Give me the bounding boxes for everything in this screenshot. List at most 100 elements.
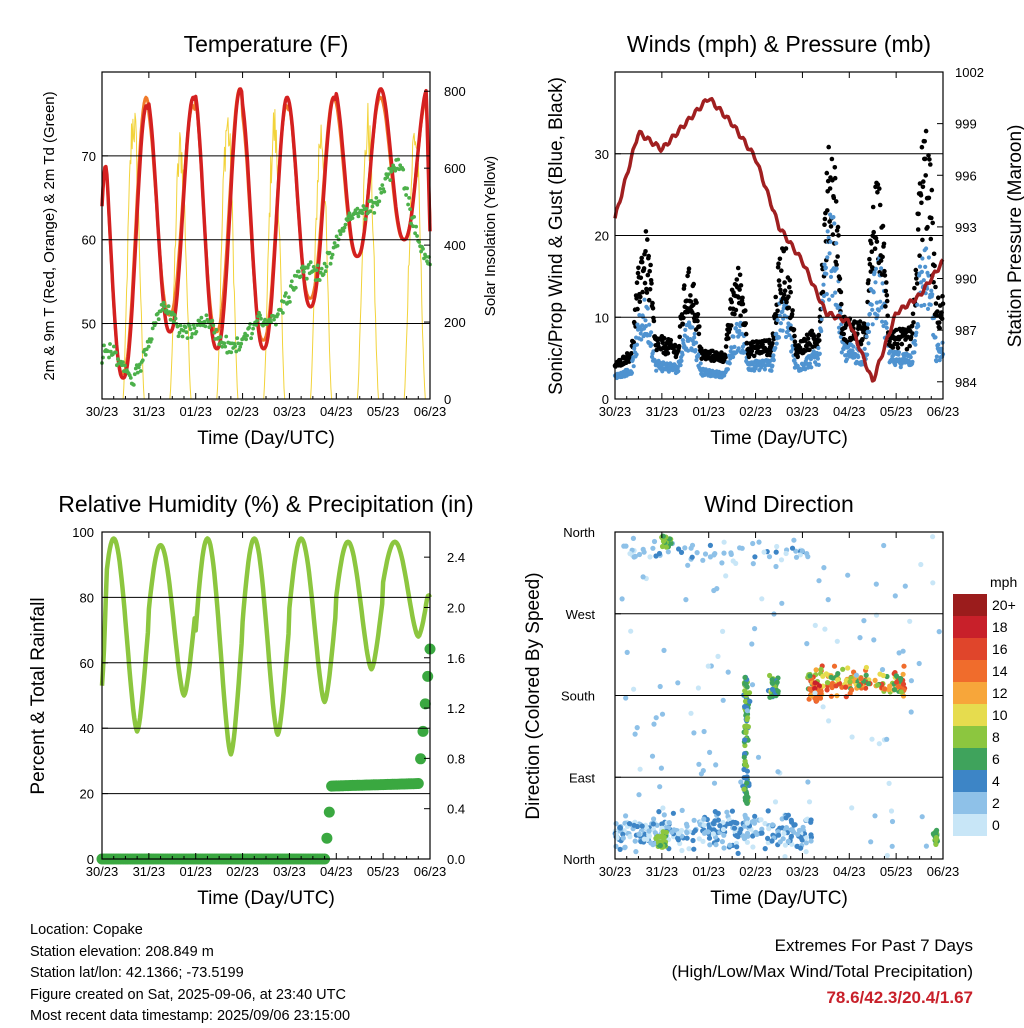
dewpoint-point	[288, 300, 292, 304]
dewpoint-point	[247, 325, 252, 330]
direction-point	[649, 753, 656, 759]
gust-point	[770, 341, 775, 346]
gust-point	[919, 144, 925, 150]
gust-point	[883, 304, 888, 309]
direction-point	[700, 838, 706, 845]
gust-point	[933, 301, 939, 306]
winds-title: Winds (mph) & Pressure (mb)	[627, 31, 931, 57]
direction-point	[744, 800, 750, 806]
direction-point	[803, 835, 809, 841]
direction-point	[769, 822, 776, 828]
direction-point	[839, 684, 845, 690]
direction-point	[863, 685, 869, 691]
dewpoint-point	[195, 323, 200, 327]
dewpoint-point	[389, 169, 394, 174]
direction-legend-swatch	[953, 638, 987, 660]
direction-point	[833, 683, 839, 689]
gust-point	[744, 340, 750, 346]
wind-point	[637, 313, 642, 318]
station-location: Location: Copake	[30, 922, 143, 938]
direction-point	[689, 554, 695, 560]
dewpoint-point	[185, 336, 190, 340]
direction-point	[640, 574, 646, 580]
direction-x-tick-label: 05/23	[880, 864, 913, 879]
gust-point	[921, 179, 926, 184]
direction-point	[719, 560, 725, 566]
gust-point	[931, 251, 937, 257]
dewpoint-point	[401, 167, 406, 172]
direction-point	[652, 830, 658, 836]
temperature-title: Temperature (F)	[184, 31, 349, 57]
dewpoint-point	[133, 366, 138, 371]
dewpoint-point	[364, 206, 369, 211]
dewpoint-point	[350, 216, 355, 221]
gust-point	[685, 273, 690, 279]
direction-point	[729, 808, 736, 814]
direction-x-tick-label: 30/23	[599, 864, 632, 879]
wind-point	[780, 309, 785, 314]
dewpoint-point	[415, 234, 419, 238]
wind-point	[826, 235, 831, 240]
direction-point	[775, 688, 781, 694]
wind-point	[680, 352, 685, 357]
dewpoint-point	[283, 294, 287, 298]
gust-point	[795, 354, 800, 360]
direction-point	[789, 545, 796, 551]
wind-point	[807, 361, 813, 366]
direction-point	[628, 628, 634, 634]
wind-point	[679, 358, 684, 363]
wind-point	[878, 299, 883, 304]
direction-point	[741, 766, 747, 773]
dewpoint-point	[250, 331, 255, 336]
wind-point	[874, 300, 880, 305]
dewpoint-point	[255, 318, 259, 323]
direction-point	[685, 562, 691, 568]
wind-point	[833, 290, 838, 295]
gust-point	[681, 315, 686, 321]
dewpoint-point	[408, 207, 412, 212]
temperature-x-tick-label: 31/23	[133, 404, 166, 419]
wind-point	[884, 321, 889, 326]
gust-point	[880, 254, 885, 260]
wind-point	[676, 369, 681, 374]
direction-point	[793, 554, 800, 560]
direction-legend-label: 4	[992, 773, 1000, 789]
dewpoint-point	[207, 325, 212, 330]
direction-point	[637, 766, 643, 772]
direction-ylabel: Direction (Colored By Speed)	[523, 572, 544, 819]
gust-point	[895, 345, 901, 351]
dewpoint-point	[392, 165, 397, 170]
gust-point	[787, 278, 793, 283]
direction-point	[641, 836, 647, 842]
direction-point	[820, 704, 826, 710]
gust-point	[827, 186, 833, 191]
dewpoint-point	[194, 329, 199, 334]
wind-point	[896, 350, 902, 355]
gust-point	[916, 211, 921, 217]
gust-point	[870, 204, 876, 210]
wind-point	[675, 365, 680, 370]
direction-point	[744, 791, 750, 797]
direction-point	[679, 847, 685, 854]
direction-point	[632, 731, 638, 737]
direction-point	[661, 812, 667, 818]
direction-legend-label: 12	[992, 685, 1008, 701]
dewpoint-point	[128, 376, 133, 380]
direction-point	[700, 557, 706, 563]
humidity-y2-tick-label: 0.4	[447, 802, 465, 817]
wind-point	[678, 363, 683, 368]
direction-point	[647, 554, 653, 560]
dewpoint-point	[168, 317, 173, 322]
wind-point	[876, 308, 881, 313]
gust-point	[915, 227, 921, 232]
dewpoint-point	[178, 323, 183, 328]
direction-point	[719, 839, 726, 845]
gust-point	[820, 289, 826, 295]
winds-y2-tick-label: 1002	[955, 65, 984, 80]
direction-point	[824, 687, 830, 693]
gust-point	[782, 280, 787, 285]
gust-point	[788, 289, 793, 295]
dewpoint-point	[272, 317, 276, 322]
dewpoint-point	[417, 240, 421, 244]
direction-point	[767, 672, 773, 679]
